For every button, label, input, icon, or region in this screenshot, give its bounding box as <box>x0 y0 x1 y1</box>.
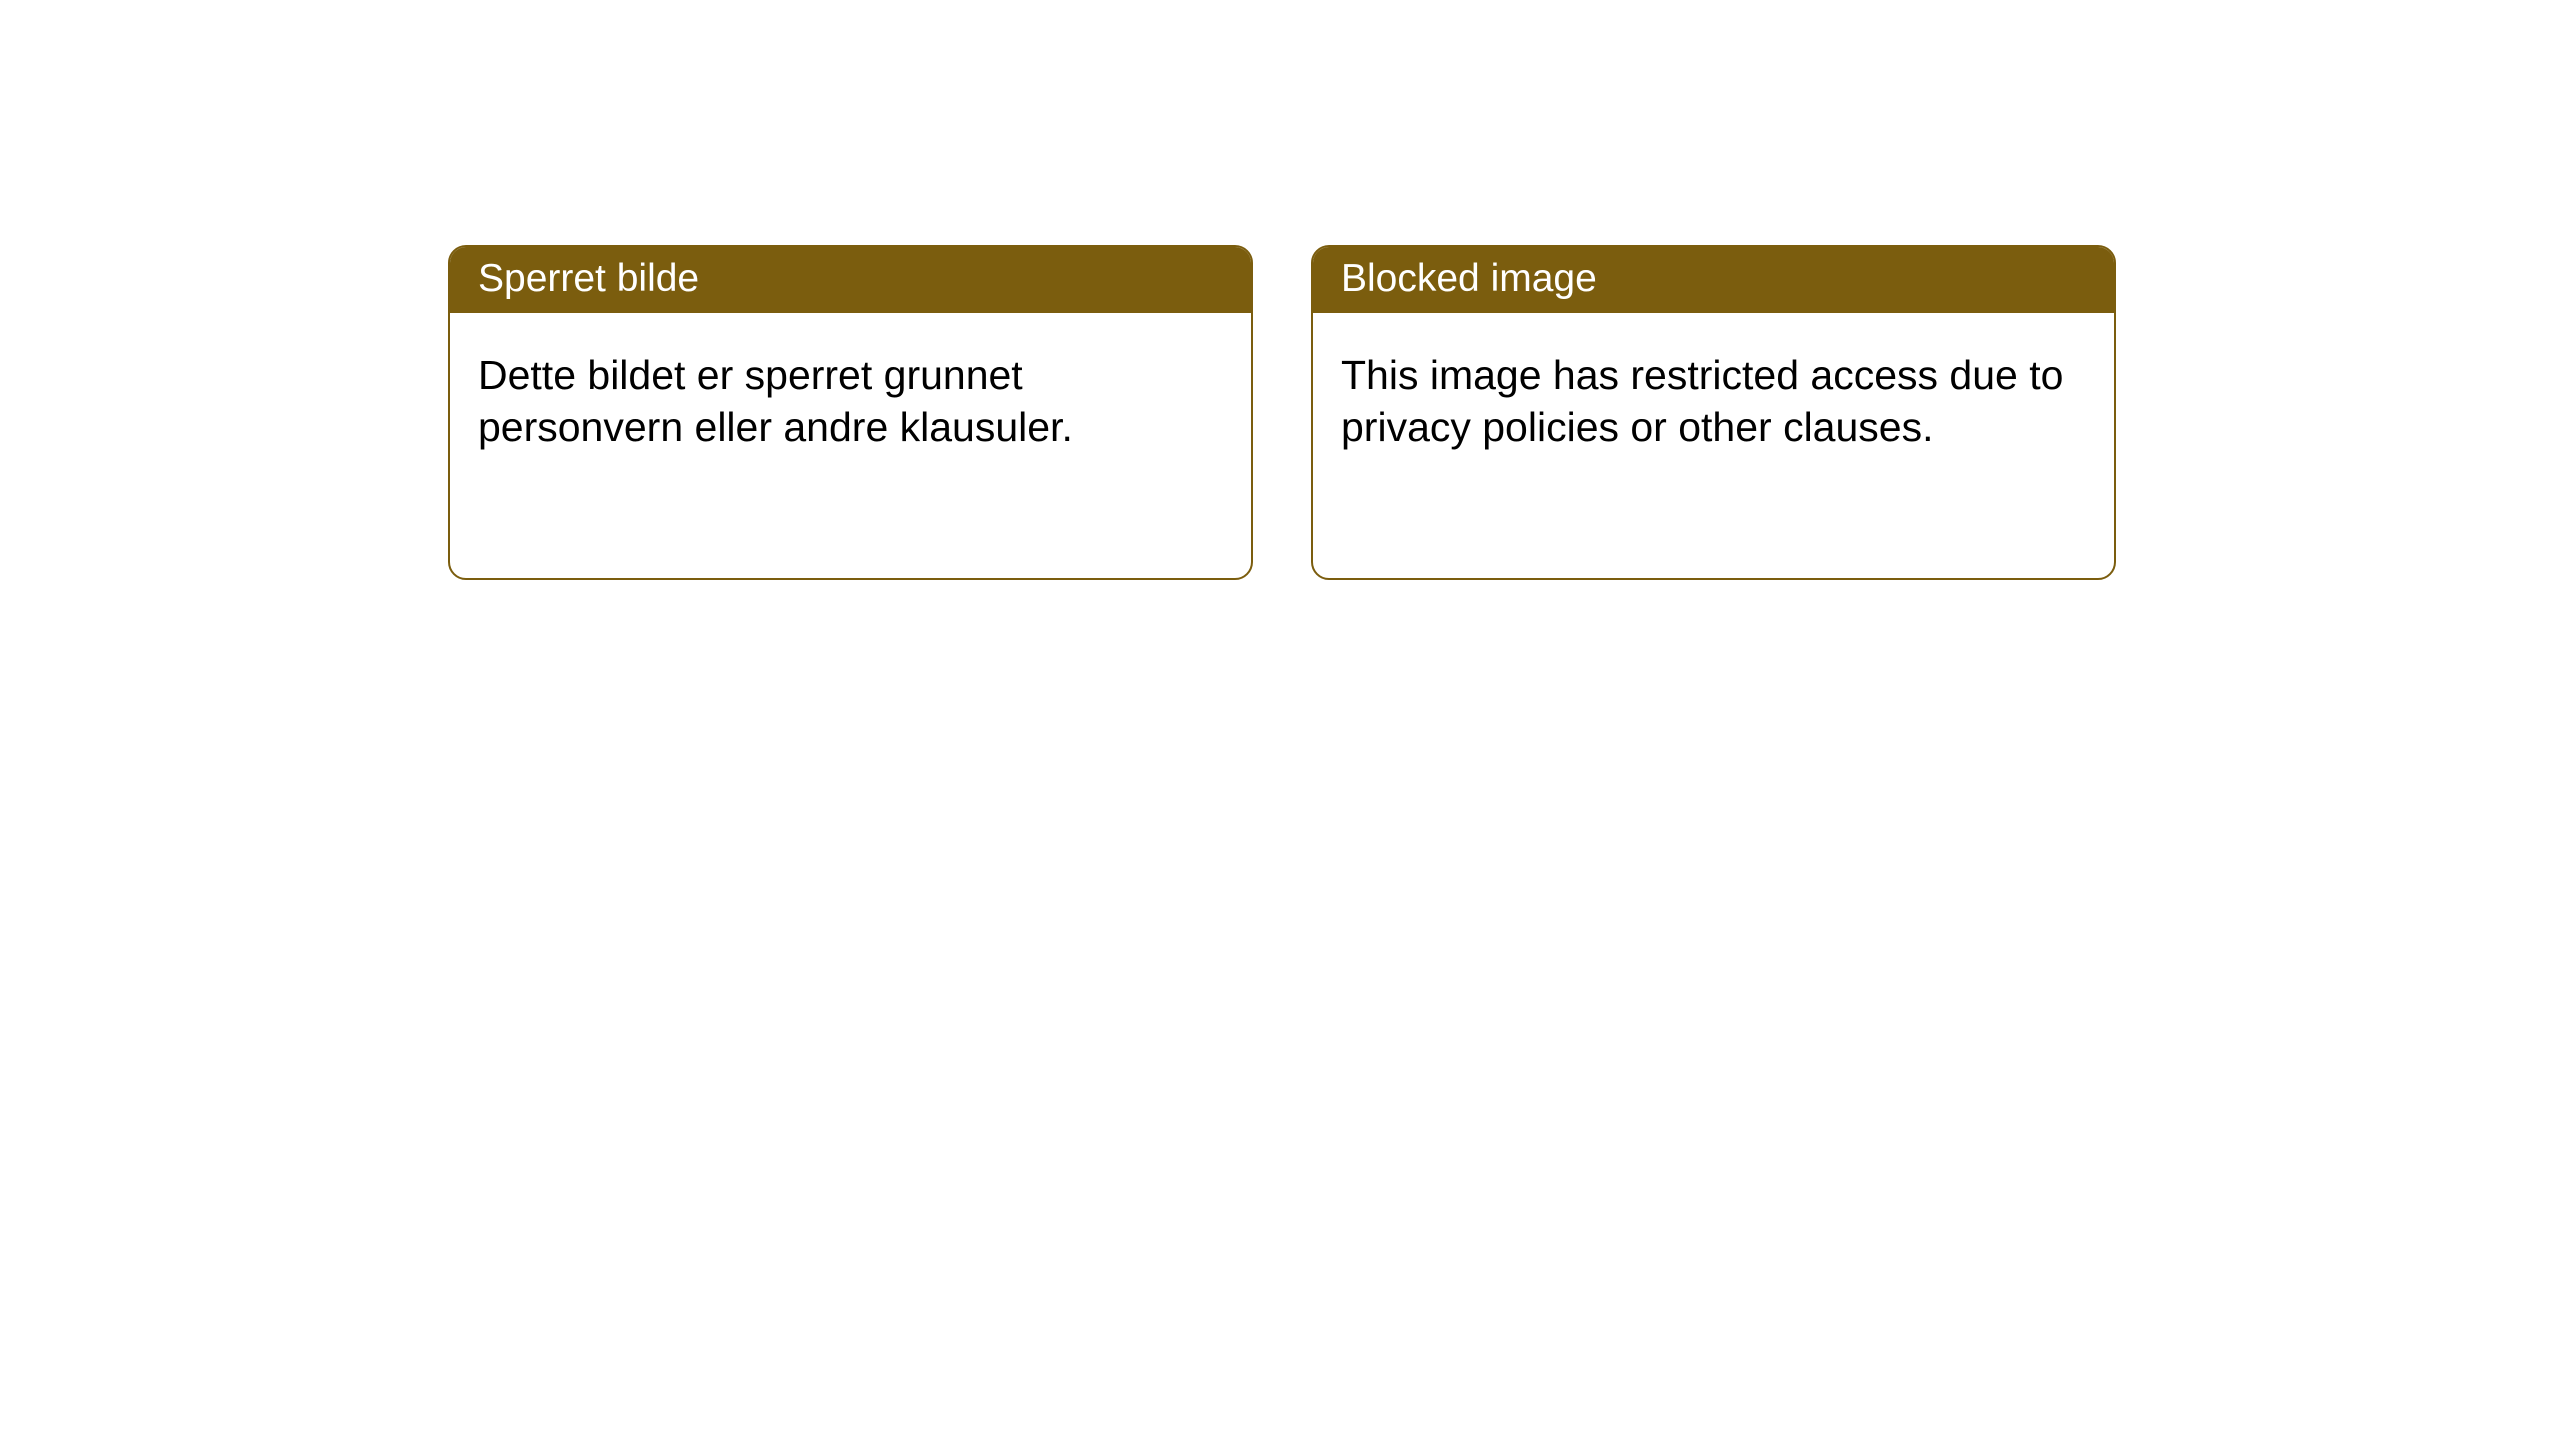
notice-body-text: This image has restricted access due to … <box>1341 352 2063 450</box>
notice-card-norwegian: Sperret bilde Dette bildet er sperret gr… <box>448 245 1253 580</box>
notice-card-body: This image has restricted access due to … <box>1313 313 2114 490</box>
notice-card-english: Blocked image This image has restricted … <box>1311 245 2116 580</box>
notice-body-text: Dette bildet er sperret grunnet personve… <box>478 352 1073 450</box>
notice-title: Sperret bilde <box>478 257 699 300</box>
notice-title: Blocked image <box>1341 257 1597 300</box>
notice-card-header: Blocked image <box>1313 247 2114 313</box>
notice-card-header: Sperret bilde <box>450 247 1251 313</box>
notice-card-body: Dette bildet er sperret grunnet personve… <box>450 313 1251 490</box>
notice-container: Sperret bilde Dette bildet er sperret gr… <box>448 245 2116 580</box>
